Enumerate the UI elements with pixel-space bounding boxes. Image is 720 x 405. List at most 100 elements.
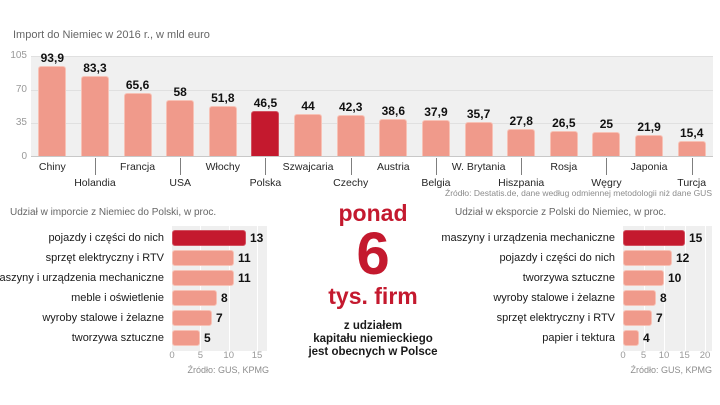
x-axis: 0 5 10 15 bbox=[2, 350, 282, 362]
country-label: Japonia bbox=[630, 161, 668, 173]
bar: 65,6 bbox=[123, 78, 152, 156]
gridline bbox=[257, 226, 259, 351]
x-axis-tick: 15 bbox=[679, 350, 690, 361]
chart-row: pojazdy i części do nich 13 bbox=[2, 228, 282, 248]
bar-column: 37,9 bbox=[415, 56, 458, 156]
x-label-cell: Austria bbox=[372, 158, 415, 192]
country-label: Chiny bbox=[38, 161, 66, 173]
category-label: wyroby stalowe i żelazne bbox=[493, 292, 615, 304]
plot-area: 93,9 83,3 65,6 58 51,8 46,5 44 42,3 38,6 37,9 35,7… bbox=[31, 51, 713, 157]
value-label: 11 bbox=[238, 271, 251, 285]
bar-column: 65,6 bbox=[116, 56, 159, 156]
value-label: 7 bbox=[216, 311, 223, 325]
callout-description: z udziałem kapitału niemieckiego jest obec… bbox=[288, 320, 458, 359]
category-label: tworzywa sztuczne bbox=[522, 272, 615, 284]
value-label: 15 bbox=[689, 231, 703, 245]
x-label-cell: Belgia bbox=[415, 158, 458, 192]
value-label: 4 bbox=[643, 331, 650, 345]
country-label: Węgry bbox=[591, 177, 622, 189]
gridline bbox=[31, 123, 713, 125]
bar bbox=[172, 310, 212, 326]
chart-title: Import do Niemiec w 2016 r., w mld euro bbox=[13, 29, 210, 41]
value-label: 25 bbox=[599, 117, 614, 131]
country-label: Francja bbox=[120, 161, 156, 173]
bar-column: 83,3 bbox=[74, 56, 117, 156]
bar bbox=[623, 330, 639, 346]
category-label: papier i tektura bbox=[542, 332, 615, 344]
category-label: wyroby stalowe i żelazne bbox=[42, 312, 164, 324]
bar-highlighted: 46,5 bbox=[251, 96, 280, 156]
bar bbox=[623, 250, 672, 266]
chart-row: sprzęt elektryczny i RTV 11 bbox=[2, 248, 282, 268]
callout-text-line: z udziałem bbox=[343, 320, 403, 332]
x-label-cell: Turcja bbox=[670, 158, 713, 192]
x-label-cell: USA bbox=[159, 158, 202, 192]
x-label-cell: Polska bbox=[244, 158, 287, 192]
bar-column: 46,5 bbox=[244, 56, 287, 156]
chart-row: wyroby stalowe i żelazne 8 bbox=[450, 288, 718, 308]
x-axis: 0 5 10 15 20 bbox=[450, 350, 718, 362]
callout-number: 6 bbox=[356, 220, 390, 287]
import-share-chart: Udział w imporcie z Niemiec do Polski, w… bbox=[0, 204, 282, 384]
country-label: Holandia bbox=[74, 177, 116, 189]
bar-column: 38,6 bbox=[372, 56, 415, 156]
x-axis-tick: 5 bbox=[640, 350, 647, 361]
bar bbox=[172, 250, 234, 266]
chart-row: pojazdy i części do nich 12 bbox=[450, 248, 718, 268]
bar: 15,4 bbox=[677, 126, 706, 156]
chart-row: tworzywa sztuczne 10 bbox=[450, 268, 718, 288]
callout-text-line: jest obecnych w Polsce bbox=[308, 346, 438, 358]
bar: 93,9 bbox=[38, 51, 67, 156]
value-label: 27,8 bbox=[509, 114, 533, 128]
chart-row: maszyny i urządzenia mechaniczne 15 bbox=[441, 228, 718, 248]
bar bbox=[172, 290, 217, 306]
label-connector-line bbox=[691, 158, 693, 175]
label-connector-line bbox=[606, 158, 608, 175]
bar-column: 93,9 bbox=[31, 51, 74, 156]
value-label: 8 bbox=[221, 291, 228, 305]
country-label: Belgia bbox=[421, 177, 451, 189]
value-label: 37,9 bbox=[424, 105, 448, 119]
gridline bbox=[643, 226, 645, 351]
gridline bbox=[31, 56, 713, 57]
country-label: Rosja bbox=[550, 161, 578, 173]
gridline bbox=[31, 89, 713, 91]
value-label: 11 bbox=[238, 251, 251, 265]
label-connector-line bbox=[350, 158, 352, 175]
y-axis-tick: 105 bbox=[10, 50, 27, 61]
category-label: tworzywa sztuczne bbox=[71, 332, 164, 344]
bar: 38,6 bbox=[379, 104, 408, 156]
x-label-cell: Czechy bbox=[329, 158, 372, 192]
value-label: 93,9 bbox=[40, 51, 64, 65]
value-label: 83,3 bbox=[83, 61, 107, 75]
bar-highlighted bbox=[623, 230, 685, 246]
chart-title: Udział w eksporcie z Polski do Niemiec, … bbox=[455, 207, 667, 218]
x-axis-tick: 0 bbox=[620, 350, 626, 361]
bar: 58 bbox=[166, 85, 195, 156]
label-connector-line bbox=[265, 158, 267, 175]
bar: 44 bbox=[294, 99, 323, 156]
bar-column: 26,5 bbox=[543, 56, 586, 156]
source-note: Źródło: Destatis.de, dane według odmienn… bbox=[445, 188, 712, 198]
x-axis-tick: 0 bbox=[169, 350, 175, 361]
callout-unit: tys. firm bbox=[328, 283, 418, 309]
value-label: 35,7 bbox=[466, 107, 491, 121]
value-label: 26,5 bbox=[552, 116, 576, 130]
x-axis-labels: Chiny Holandia Francja USA Włochy Polska Szwaj… bbox=[31, 158, 713, 192]
category-label: maszyny i urządzenia mechaniczne bbox=[0, 272, 164, 284]
country-label: Turcja bbox=[677, 177, 707, 189]
chart-row: papier i tektura 4 bbox=[450, 328, 718, 348]
bar-column: 27,8 bbox=[500, 56, 543, 156]
callout-text-line: kapitału niemieckiego bbox=[313, 333, 433, 345]
category-label: sprzęt elektryczny i RTV bbox=[45, 252, 164, 264]
country-label: Polska bbox=[249, 177, 282, 189]
x-axis-tick: 15 bbox=[251, 350, 263, 361]
source-note: Źródło: GUS, KPMG bbox=[187, 365, 269, 375]
value-label: 10 bbox=[668, 271, 682, 285]
x-label-cell: Holandia bbox=[74, 158, 117, 192]
country-label: Austria bbox=[376, 161, 410, 173]
category-label: pojazdy i części do nich bbox=[499, 252, 615, 264]
value-label: 7 bbox=[656, 311, 663, 325]
x-axis-tick: 20 bbox=[699, 350, 711, 361]
